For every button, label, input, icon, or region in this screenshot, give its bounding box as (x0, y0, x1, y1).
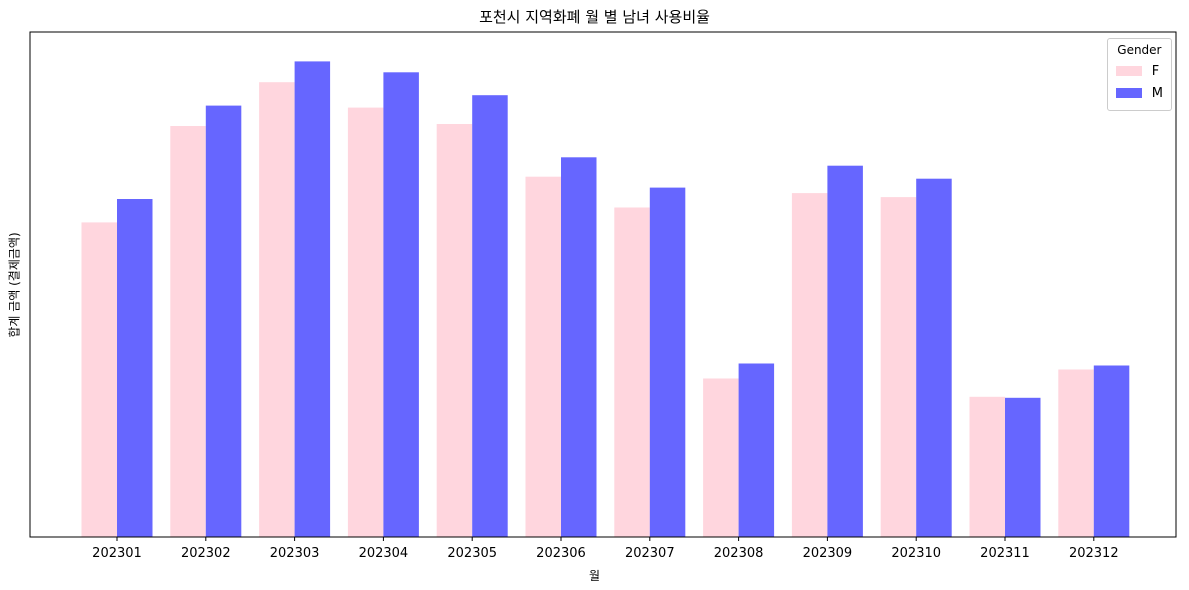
bar-m-202301 (117, 199, 153, 537)
legend-label-f: F (1151, 63, 1160, 79)
bar-f-202306 (525, 176, 561, 537)
x-tick-label-202303: 202303 (270, 546, 320, 561)
x-tick-label-202306: 202306 (536, 546, 586, 561)
legend-swatch-f (1115, 66, 1142, 76)
x-tick-label-202305: 202305 (447, 546, 497, 561)
x-tick-label-202308: 202308 (714, 546, 764, 561)
legend-title: Gender (1117, 43, 1162, 57)
bar-m-202303 (294, 61, 331, 538)
bar-f-202304 (347, 107, 384, 537)
bar-m-202310 (916, 178, 952, 537)
bar-m-202311 (1005, 397, 1041, 537)
x-tick-label-202309: 202309 (803, 546, 853, 561)
x-tick-label-202307: 202307 (625, 546, 675, 561)
bar-f-202309 (791, 193, 828, 537)
bar-m-202302 (205, 105, 242, 537)
chart-title: 포천시 지역화폐 월 별 남녀 사용비율 (479, 8, 710, 26)
x-tick-label-202312: 202312 (1069, 546, 1119, 561)
bar-m-202304 (383, 72, 419, 538)
legend: Gender F M (1106, 38, 1172, 111)
bar-f-202305 (436, 124, 473, 537)
x-tick-label-202301: 202301 (92, 546, 142, 561)
x-tick-label-202302: 202302 (181, 546, 231, 561)
bar-m-202312 (1093, 365, 1130, 537)
bar-f-202310 (880, 197, 917, 537)
y-axis-label: 합계 금액 (결제금액) (7, 232, 22, 338)
bar-m-202308 (738, 363, 775, 537)
bar-m-202307 (649, 187, 686, 537)
legend-item-f: F (1115, 60, 1163, 82)
bar-f-202311 (969, 396, 1005, 537)
bar-m-202309 (827, 165, 863, 537)
x-axis-label: 월 (588, 569, 601, 583)
legend-item-m: M (1115, 82, 1163, 104)
bar-f-202312 (1058, 369, 1094, 537)
bar-f-202302 (170, 126, 206, 537)
x-tick-label-202304: 202304 (359, 546, 409, 561)
bar-f-202307 (614, 207, 650, 537)
legend-swatch-m (1115, 88, 1142, 98)
bar-f-202301 (81, 222, 117, 537)
bar-f-202308 (703, 378, 739, 537)
bar-m-202305 (472, 95, 508, 537)
bar-m-202306 (561, 157, 597, 538)
legend-label-m: M (1151, 85, 1163, 101)
x-tick-label-202310: 202310 (891, 546, 941, 561)
plot-frame (29, 31, 1177, 538)
x-tick-label-202311: 202311 (980, 546, 1030, 561)
bar-f-202303 (259, 82, 295, 537)
